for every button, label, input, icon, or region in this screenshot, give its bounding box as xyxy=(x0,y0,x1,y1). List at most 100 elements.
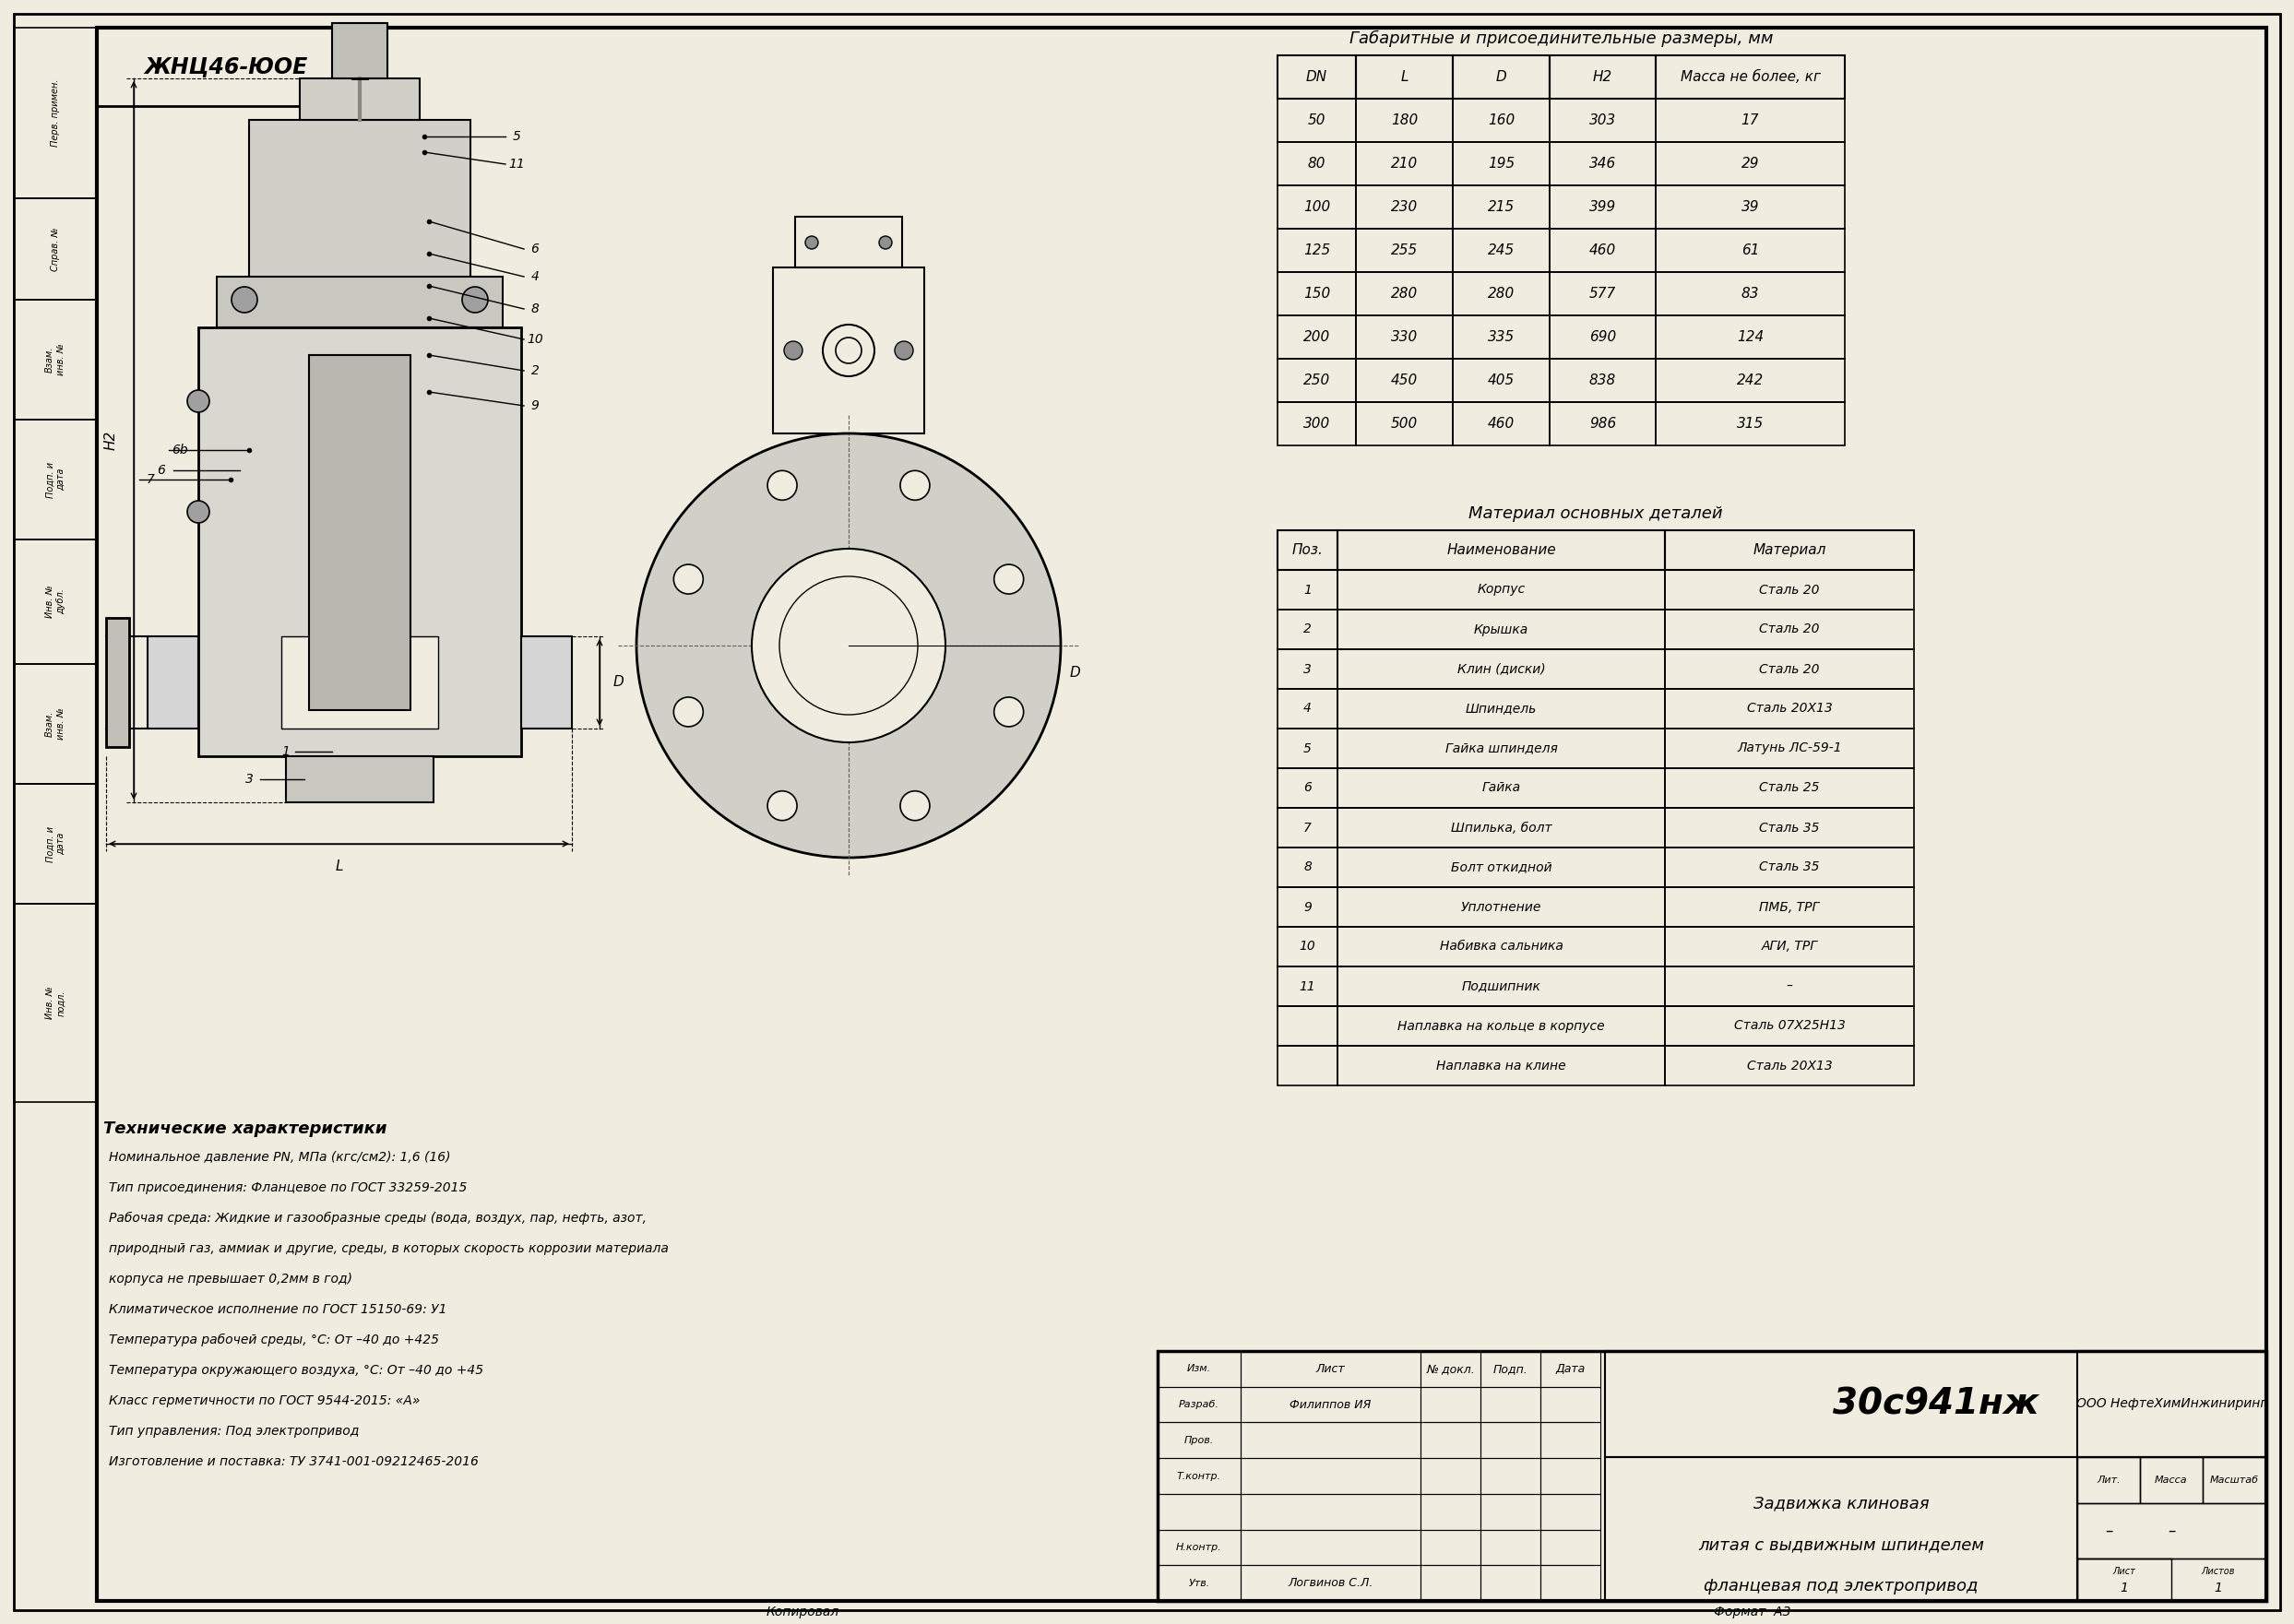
Text: 5: 5 xyxy=(1303,742,1312,755)
Text: Корпус: Корпус xyxy=(1477,583,1526,596)
Bar xyxy=(796,216,902,268)
Bar xyxy=(1656,403,1844,445)
Text: Задвижка клиновая: Задвижка клиновая xyxy=(1753,1494,1929,1512)
Text: 242: 242 xyxy=(1737,374,1764,388)
Text: 1: 1 xyxy=(282,745,289,758)
Bar xyxy=(1420,1566,1480,1601)
Text: 17: 17 xyxy=(1741,114,1759,127)
Text: D: D xyxy=(612,676,624,689)
Text: Листов: Листов xyxy=(2202,1567,2234,1575)
Text: H2: H2 xyxy=(103,430,117,450)
Text: Болт откидной: Болт откидной xyxy=(1450,861,1551,874)
Bar xyxy=(14,664,96,784)
Bar xyxy=(1551,185,1656,229)
Text: 1: 1 xyxy=(2214,1582,2223,1595)
Text: Филиппов ИЯ: Филиппов ИЯ xyxy=(1289,1398,1372,1411)
Text: 250: 250 xyxy=(1303,374,1331,388)
Text: 9: 9 xyxy=(1303,901,1312,913)
Text: 335: 335 xyxy=(1489,330,1514,344)
Text: ООО НефтеХимИнжиниринг: ООО НефтеХимИнжиниринг xyxy=(2076,1397,2266,1410)
Bar xyxy=(1241,1387,1420,1423)
Text: 39: 39 xyxy=(1741,200,1759,214)
Bar xyxy=(1606,1351,2266,1457)
Text: Сталь 35: Сталь 35 xyxy=(1759,861,1819,874)
Text: Лист: Лист xyxy=(1317,1363,1344,1376)
Text: литая с выдвижным шпинделем: литая с выдвижным шпинделем xyxy=(1698,1536,1984,1553)
Text: 7: 7 xyxy=(1303,822,1312,835)
Bar xyxy=(1278,273,1356,315)
Bar xyxy=(1278,185,1356,229)
Text: 200: 200 xyxy=(1303,330,1331,344)
Bar xyxy=(14,419,96,539)
Bar xyxy=(1241,1423,1420,1458)
Text: 1: 1 xyxy=(1303,583,1312,596)
Bar xyxy=(1278,609,1337,650)
Text: Температура окружающего воздуха, °С: От –40 до +45: Температура окружающего воздуха, °С: От … xyxy=(108,1364,484,1377)
Text: Клин (диски): Клин (диски) xyxy=(1457,663,1546,676)
Text: DN: DN xyxy=(1305,70,1328,84)
Circle shape xyxy=(805,235,819,248)
Bar xyxy=(1665,1007,1913,1046)
Text: Материал: Материал xyxy=(1753,542,1826,557)
Bar xyxy=(14,539,96,664)
Text: 405: 405 xyxy=(1489,374,1514,388)
Text: L: L xyxy=(335,861,342,874)
Text: Подп. и
дата: Подп. и дата xyxy=(46,825,64,862)
Bar xyxy=(1480,1530,1539,1566)
Bar xyxy=(1480,1423,1539,1458)
Text: Подп. и
дата: Подп. и дата xyxy=(46,461,64,497)
Text: 2: 2 xyxy=(1303,624,1312,637)
Text: № докл.: № докл. xyxy=(1427,1363,1475,1376)
Text: Инв. №
дубл.: Инв. № дубл. xyxy=(46,585,64,619)
Text: 577: 577 xyxy=(1590,287,1617,300)
Circle shape xyxy=(768,791,796,820)
Bar xyxy=(1420,1458,1480,1494)
Bar xyxy=(1278,570,1337,609)
Bar xyxy=(1665,689,1913,729)
Bar xyxy=(1278,768,1337,807)
Text: Технические характеристики: Технические характеристики xyxy=(103,1121,388,1137)
Text: 460: 460 xyxy=(1590,244,1617,257)
Text: Рабочая среда: Жидкие и газообразные среды (вода, воздух, пар, нефть, азот,: Рабочая среда: Жидкие и газообразные сре… xyxy=(108,1212,647,1224)
Bar xyxy=(1452,185,1551,229)
Bar xyxy=(1158,1530,1241,1566)
Text: 61: 61 xyxy=(1741,244,1759,257)
Text: 11: 11 xyxy=(1298,979,1317,992)
Bar xyxy=(14,28,96,198)
Text: 245: 245 xyxy=(1489,244,1514,257)
Text: –: – xyxy=(1787,979,1792,992)
Text: Инв. №
подл.: Инв. № подл. xyxy=(46,986,64,1020)
Text: АГИ, ТРГ: АГИ, ТРГ xyxy=(1762,940,1817,953)
Bar xyxy=(1551,273,1656,315)
Bar xyxy=(1356,315,1452,359)
Bar xyxy=(1356,273,1452,315)
Bar xyxy=(1665,768,1913,807)
Text: Уплотнение: Уплотнение xyxy=(1461,901,1542,913)
Text: D: D xyxy=(1496,70,1507,84)
Bar xyxy=(1337,609,1665,650)
Bar xyxy=(147,637,197,729)
Bar xyxy=(1480,1351,1539,1387)
Circle shape xyxy=(768,471,796,500)
Text: D: D xyxy=(1069,666,1080,680)
Text: 2: 2 xyxy=(530,364,539,377)
Text: Гайка шпинделя: Гайка шпинделя xyxy=(1445,742,1558,755)
Bar xyxy=(1539,1423,1601,1458)
Text: 230: 230 xyxy=(1390,200,1418,214)
Text: 10: 10 xyxy=(528,333,544,346)
Bar xyxy=(1539,1530,1601,1566)
Text: 124: 124 xyxy=(1737,330,1764,344)
Bar xyxy=(1665,570,1913,609)
Circle shape xyxy=(993,565,1023,594)
Text: 10: 10 xyxy=(1298,940,1317,953)
Bar xyxy=(14,198,96,300)
Bar xyxy=(1356,99,1452,141)
Text: 160: 160 xyxy=(1489,114,1514,127)
Text: Изм.: Изм. xyxy=(1186,1364,1211,1374)
Bar xyxy=(2078,1457,2266,1601)
Bar xyxy=(1278,229,1356,273)
Text: 195: 195 xyxy=(1489,158,1514,171)
Circle shape xyxy=(461,287,489,313)
Bar xyxy=(1337,729,1665,768)
Bar xyxy=(1656,185,1844,229)
